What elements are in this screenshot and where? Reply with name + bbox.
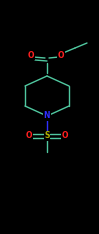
Text: O: O <box>62 132 68 140</box>
Text: O: O <box>28 51 34 59</box>
Text: O: O <box>58 51 64 59</box>
Text: N: N <box>44 111 50 121</box>
Text: S: S <box>44 132 50 140</box>
Text: O: O <box>26 132 32 140</box>
